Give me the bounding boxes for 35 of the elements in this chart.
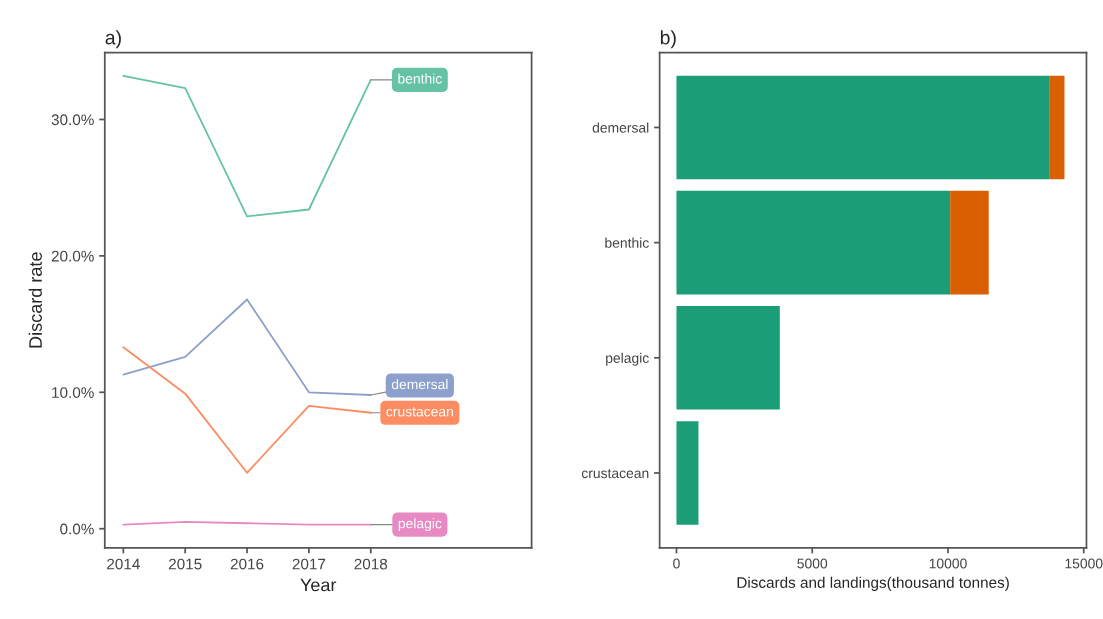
y-tick-label: 30.0% [51,114,94,126]
chart-title: b) [660,30,676,49]
x-tick-label: 2015 [168,558,202,570]
line-series [122,74,372,218]
bar [676,190,951,295]
series-label: benthic [398,73,442,84]
series-label: demersal [391,379,448,390]
y-tick-label: 10.0% [52,387,94,398]
bar [950,190,989,295]
text: pelagic [398,518,442,532]
series-label: crustacean [386,407,453,417]
bar [676,421,699,525]
line-series [122,346,372,474]
y-tick-label: 0.0% [60,523,94,535]
x-tick-label: 2016 [230,558,264,570]
y-tick-label: benthic [605,237,649,248]
bar [1049,75,1065,180]
bar [676,75,1050,180]
x-tick-label: 2014 [107,558,140,570]
x-tick-label: 15000 [1065,558,1103,569]
x-tick-label: 5000 [797,558,828,569]
y-tick-label: pelagic [606,352,649,366]
x-tick-label: 10000 [929,558,967,569]
x-axis-title: Discards and landings(thousand tonnes) [737,576,1009,591]
y-axis-title: Discard rate [28,252,42,348]
bar [676,305,780,410]
y-tick-label: 20.0% [51,250,94,262]
y-tick-label: crustacean [581,469,649,479]
line-series [122,298,372,396]
x-tick-label: 0 [673,558,680,569]
x-axis-title: Year [300,578,337,592]
x-tick-label: 2018 [354,558,388,570]
x-tick-label: 2017 [292,558,326,570]
chart-title: a) [105,30,121,49]
y-tick-label: demersal [592,122,649,133]
